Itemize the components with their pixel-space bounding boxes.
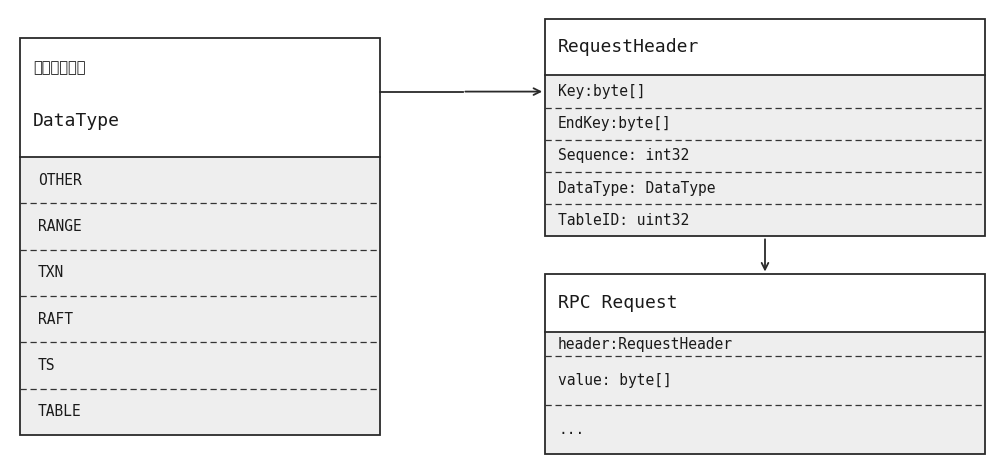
Text: TS: TS (38, 358, 56, 373)
Text: value: byte[]: value: byte[] (558, 373, 672, 388)
Text: RANGE: RANGE (38, 219, 82, 234)
Text: DataType: DataType (33, 112, 120, 130)
Bar (20, 157, 380, 435)
Bar (545, 76, 985, 236)
Bar (20, 38, 380, 157)
Text: header:RequestHeader: header:RequestHeader (558, 337, 733, 351)
Bar (545, 19, 985, 236)
Bar (545, 274, 985, 454)
Text: RequestHeader: RequestHeader (558, 38, 699, 56)
Text: EndKey:byte[]: EndKey:byte[] (558, 116, 672, 131)
Text: ...: ... (558, 422, 584, 437)
Bar (545, 19, 985, 76)
Text: TXN: TXN (38, 265, 64, 280)
Text: OTHER: OTHER (38, 173, 82, 188)
Text: RAFT: RAFT (38, 312, 73, 327)
Text: RPC Request: RPC Request (558, 294, 678, 312)
Text: 《《枚举》》: 《《枚举》》 (33, 60, 86, 75)
Bar (20, 38, 380, 435)
Bar (545, 332, 985, 454)
Text: Sequence: int32: Sequence: int32 (558, 149, 689, 164)
Text: TableID: uint32: TableID: uint32 (558, 213, 689, 228)
Text: TABLE: TABLE (38, 404, 82, 420)
Text: Key:byte[]: Key:byte[] (558, 84, 646, 99)
Text: DataType: DataType: DataType: DataType (558, 181, 716, 196)
Bar (545, 274, 985, 332)
